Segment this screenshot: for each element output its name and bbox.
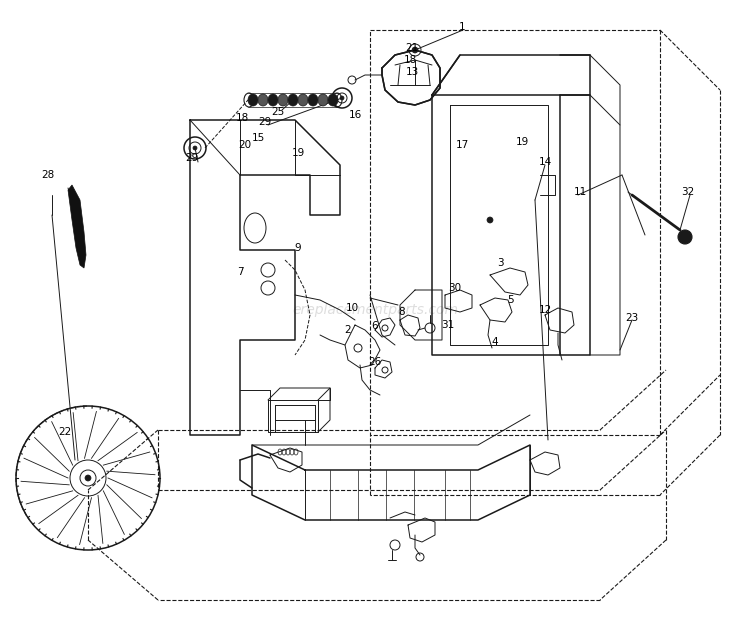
Text: 9: 9	[295, 243, 302, 253]
Polygon shape	[68, 185, 86, 268]
Circle shape	[85, 475, 91, 481]
Ellipse shape	[268, 94, 278, 106]
Text: 32: 32	[681, 187, 694, 197]
Text: 23: 23	[626, 313, 638, 323]
Text: 22: 22	[58, 427, 72, 437]
Circle shape	[193, 146, 197, 150]
Text: 7: 7	[237, 267, 243, 277]
Circle shape	[678, 230, 692, 244]
Text: 6: 6	[372, 321, 378, 331]
Text: 11: 11	[573, 187, 586, 197]
Text: 12: 12	[538, 305, 551, 315]
Text: 16: 16	[349, 110, 361, 120]
Text: 1: 1	[459, 22, 465, 32]
Text: 3: 3	[496, 258, 503, 268]
Ellipse shape	[278, 94, 288, 106]
Text: 10: 10	[346, 303, 358, 313]
Text: 14: 14	[538, 157, 551, 167]
Text: 21: 21	[406, 43, 418, 53]
Text: 19: 19	[515, 137, 529, 147]
Circle shape	[340, 96, 344, 100]
Text: 25: 25	[272, 107, 285, 117]
Ellipse shape	[308, 94, 318, 106]
Text: 8: 8	[399, 307, 405, 317]
Ellipse shape	[328, 94, 338, 106]
Circle shape	[412, 47, 418, 53]
Ellipse shape	[248, 94, 258, 106]
Text: 29: 29	[185, 153, 199, 163]
Ellipse shape	[298, 94, 308, 106]
Text: 15: 15	[251, 133, 265, 143]
Text: 29: 29	[259, 117, 272, 127]
Text: 2: 2	[345, 325, 351, 335]
Text: 18: 18	[404, 55, 417, 65]
Text: 28: 28	[41, 170, 55, 180]
Text: 26: 26	[368, 357, 382, 367]
Text: 30: 30	[448, 283, 461, 293]
Text: 17: 17	[455, 140, 469, 150]
Text: 18: 18	[236, 113, 249, 123]
Ellipse shape	[258, 94, 268, 106]
Text: 13: 13	[406, 67, 418, 77]
Ellipse shape	[318, 94, 328, 106]
Text: 4: 4	[492, 337, 498, 347]
Circle shape	[487, 217, 493, 223]
Text: 31: 31	[441, 320, 454, 330]
Ellipse shape	[288, 94, 298, 106]
Text: ereplacementparts.com: ereplacementparts.com	[292, 303, 458, 317]
Text: 19: 19	[292, 148, 304, 158]
Text: 20: 20	[238, 140, 251, 150]
Text: 5: 5	[507, 295, 513, 305]
